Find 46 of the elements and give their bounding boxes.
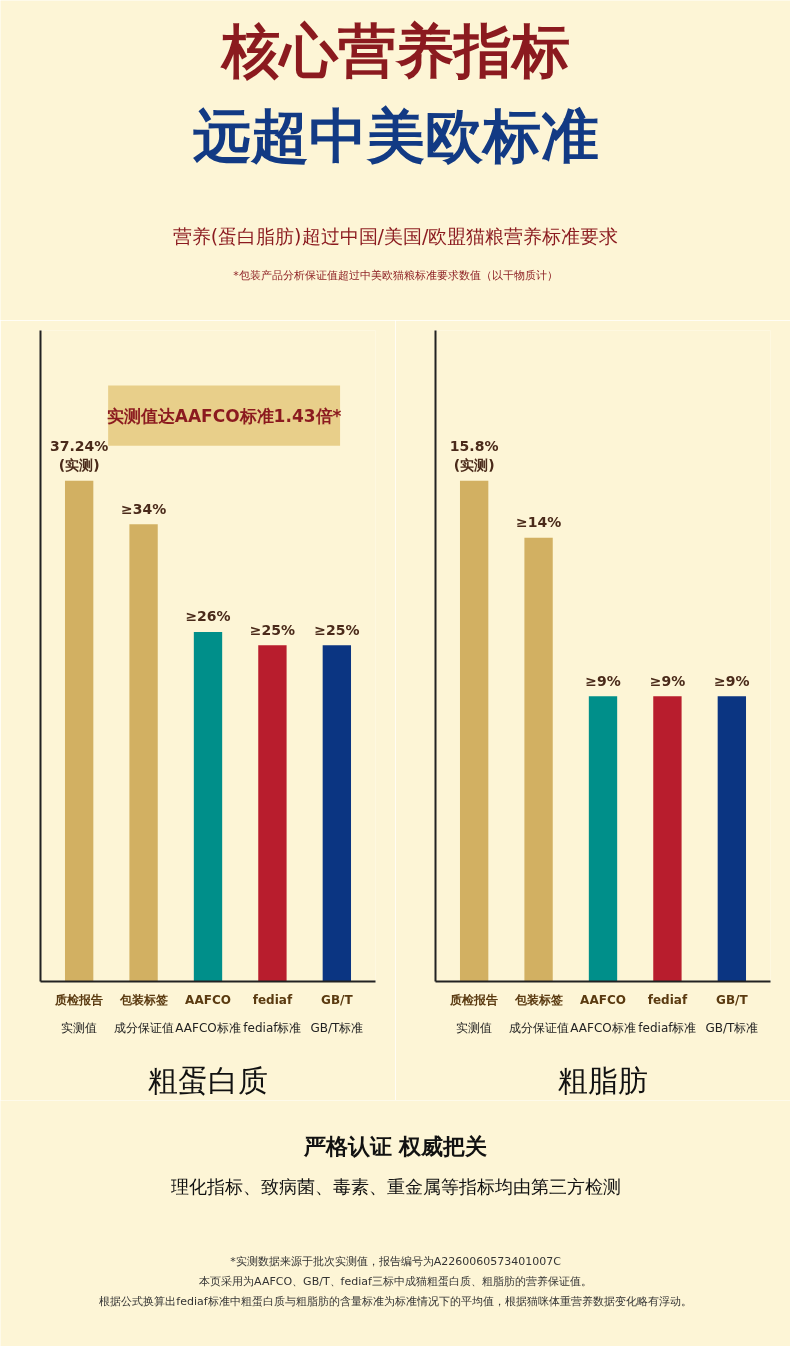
text: 根据公式换算出fediaf标准中粗蛋白质与粗脂肪的含量标准为标准情况下的平均值，根据猫咪体重营养数据变化略有浮动。 <box>99 1295 692 1308</box>
text: *包装产品分析保证值超过中美欧猫粮标准要求数值（以干物质计） <box>233 269 558 282</box>
text: AAFCO <box>580 992 626 1007</box>
text: 质检报告 <box>54 992 104 1007</box>
x-tick-label: GB/T标准 <box>310 1020 364 1035</box>
text: 理化指标、致病菌、毒素、重金属等指标均由第三方检测 <box>170 1176 621 1197</box>
text: 包装标签 <box>513 992 563 1007</box>
text: fediaf <box>252 992 293 1007</box>
data-label: 15.8% (实测) <box>449 438 499 474</box>
data-label: ≥26% <box>185 608 231 625</box>
x-tick-label: fediaf标准 <box>243 1020 302 1035</box>
chart-title: 核心营养指标远超中美欧标准 <box>192 16 599 170</box>
data-label: ≥34% <box>120 500 167 517</box>
text: 质检报告 <box>449 992 499 1007</box>
bar <box>64 480 94 982</box>
data-label: ≥9% <box>585 672 621 689</box>
text: 本页采用为AAFCO、GB/T、fediaf三标中成猫粗蛋白质、粗脂肪的营养保证值。 <box>199 1275 592 1288</box>
data-label: ≥25% <box>249 621 296 638</box>
chart-subtitle: 营养(蛋白脂肪)超过中国/美国/欧盟猫粮营养标准要求 <box>172 224 619 247</box>
bar <box>129 524 158 982</box>
text: 实测值达AAFCO标准1.43倍* <box>106 405 342 426</box>
text: 严格认证 权威把关 <box>302 1134 488 1159</box>
x-axis-title: 粗蛋白质 <box>148 1062 268 1098</box>
x-tick-label: 实测值 <box>456 1020 493 1035</box>
bar <box>322 645 352 982</box>
bar <box>258 645 287 982</box>
text: GB/T <box>716 992 749 1007</box>
x-tick-label: 成分保证值 <box>113 1020 174 1035</box>
text: *实测数据来源于批次实测值，报告编号为A2260060573401007C <box>230 1255 562 1268</box>
data-label: ≥9% <box>649 672 686 689</box>
text: fediaf <box>647 992 688 1007</box>
text: 包装标签 <box>118 992 168 1007</box>
bar <box>193 631 223 982</box>
data-label: ≥9% <box>714 672 750 689</box>
x-tick-label: AAFCO标准 <box>570 1020 636 1035</box>
x-tick-label: fediaf标准 <box>638 1020 697 1035</box>
x-tick-label: 成分保证值 <box>508 1020 569 1035</box>
x-tick-label: GB/T标准 <box>705 1020 759 1035</box>
text: AAFCO <box>185 992 231 1007</box>
text: GB/T <box>321 992 354 1007</box>
data-label: ≥25% <box>314 621 360 638</box>
x-tick-label: AAFCO标准 <box>175 1020 241 1035</box>
x-tick-label: 实测值 <box>61 1020 98 1035</box>
data-label: 37.24% (实测) <box>50 438 109 474</box>
data-label: ≥14% <box>515 514 562 531</box>
x-axis-title: 粗脂肪 <box>558 1062 648 1098</box>
